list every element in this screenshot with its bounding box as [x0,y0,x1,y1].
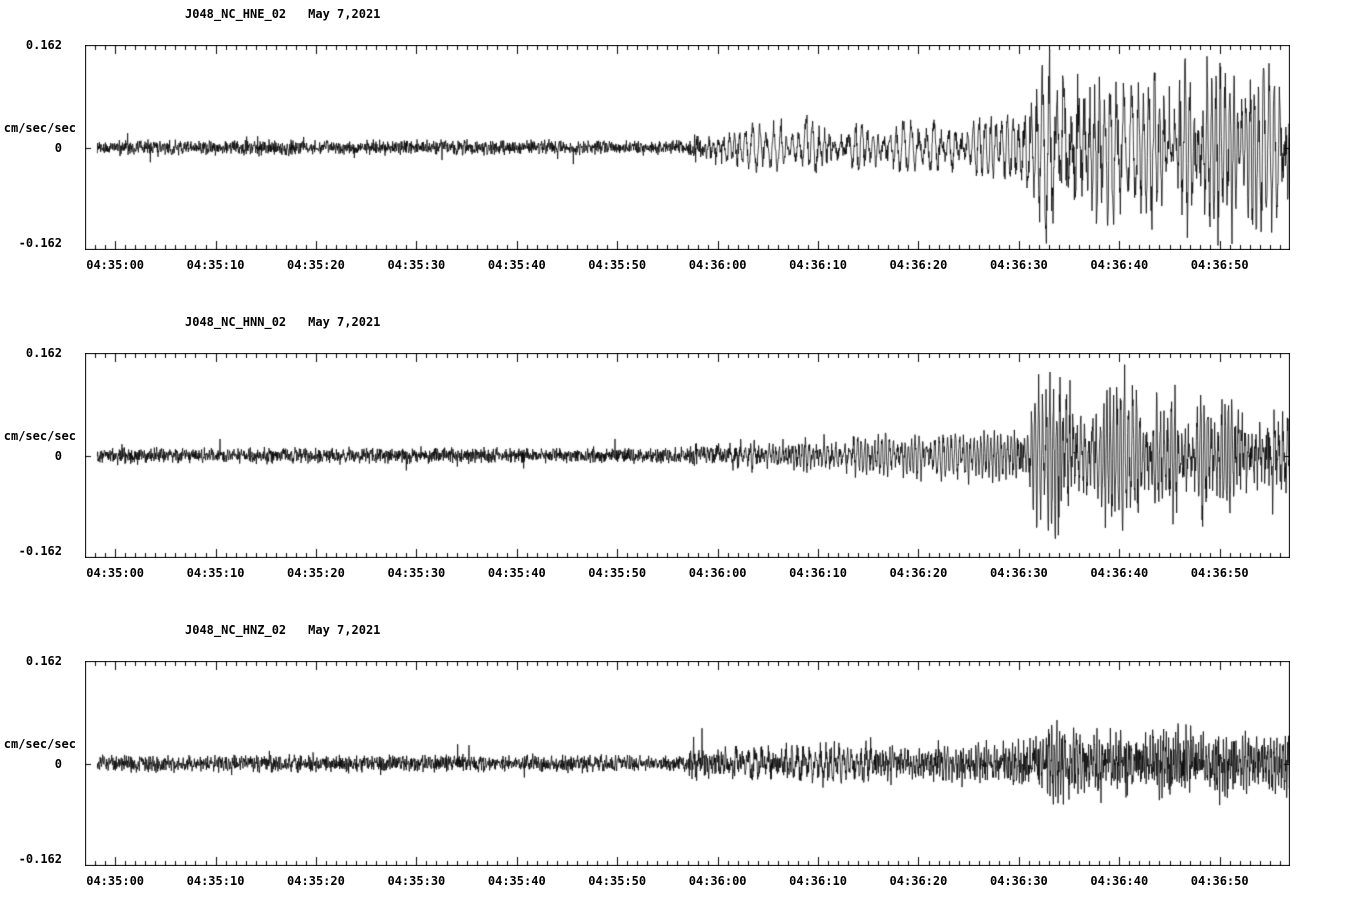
y-tick-min-label: -0.162 [18,544,62,558]
x-tick-label: 04:36:20 [889,566,948,580]
x-tick-label: 04:35:50 [588,566,647,580]
chart-title-date: May 7,2021 [308,623,381,637]
y-axis-label: cm/sec/sec [3,121,76,135]
x-tick-label: 04:35:30 [387,566,446,580]
x-tick-label: 04:36:20 [889,874,948,888]
y-axis-label: cm/sec/sec [3,737,76,751]
x-tick-label: 04:35:10 [186,258,245,272]
x-tick-label: 04:36:10 [789,258,847,272]
y-axis-label: cm/sec/sec [3,429,76,443]
chart-title: J048_NC_HNN_02 May 7,2021 [185,315,380,329]
x-tick-label: 04:35:10 [186,874,245,888]
x-tick-label: 04:36:00 [688,258,747,272]
chart-title-date: May 7,2021 [308,7,381,21]
seismogram-chart: J048_NC_HNN_02 May 7,2021 0.162 cm/sec/se… [0,315,1358,615]
x-tick-label: 04:36:20 [889,258,948,272]
y-tick-zero-label: 0 [54,141,62,155]
waveform-plot [85,353,1290,558]
x-tick-label: 04:36:10 [789,566,847,580]
x-tick-label: 04:36:30 [989,874,1048,888]
y-tick-max-label: 0.162 [25,38,62,52]
y-tick-max-label: 0.162 [25,654,62,668]
x-tick-label: 04:35:00 [86,258,145,272]
y-tick-zero-label: 0 [54,449,62,463]
x-tick-labels: 04:35:00 04:35:10 04:35:20 04:35:30 04:35:40… [0,258,1358,274]
chart-title: J048_NC_HNZ_02 May 7,2021 [185,623,380,637]
x-tick-label: 04:36:00 [688,566,747,580]
x-tick-labels: 04:35:00 04:35:10 04:35:20 04:35:30 04:35:40… [0,566,1358,582]
x-tick-label: 04:36:50 [1190,566,1249,580]
x-tick-label: 04:35:40 [487,258,546,272]
x-tick-label: 04:35:00 [86,874,145,888]
x-tick-label: 04:36:00 [688,874,747,888]
waveform-plot [85,661,1290,866]
x-tick-label: 04:35:40 [487,874,546,888]
y-tick-min-label: -0.162 [18,852,62,866]
chart-title-station-channel: J048_NC_HNN_02 [185,315,287,329]
chart-title-date: May 7,2021 [308,315,381,329]
x-tick-label: 04:36:40 [1090,874,1149,888]
x-tick-label: 04:36:50 [1190,874,1249,888]
x-tick-label: 04:35:50 [588,258,647,272]
waveform-plot [85,45,1290,250]
x-tick-label: 04:35:30 [387,874,446,888]
x-tick-label: 04:36:40 [1090,258,1149,272]
seismogram-chart: J048_NC_HNZ_02 May 7,2021 0.162 cm/sec/se… [0,623,1358,923]
x-tick-label: 04:36:30 [989,566,1048,580]
x-tick-label: 04:35:50 [588,874,647,888]
x-tick-label: 04:35:10 [186,566,245,580]
chart-title-station-channel: J048_NC_HNE_02 [185,7,287,21]
x-tick-label: 04:35:00 [86,566,145,580]
y-tick-min-label: -0.162 [18,236,62,250]
y-tick-zero-label: 0 [54,757,62,771]
chart-title: J048_NC_HNE_02 May 7,2021 [185,7,380,21]
x-tick-label: 04:36:10 [789,874,847,888]
x-tick-label: 04:35:20 [287,874,345,888]
chart-title-station-channel: J048_NC_HNZ_02 [185,623,287,637]
x-tick-label: 04:36:50 [1190,258,1249,272]
x-tick-label: 04:35:20 [287,566,345,580]
x-tick-label: 04:35:40 [487,566,546,580]
x-tick-label: 04:35:20 [287,258,345,272]
x-tick-labels: 04:35:00 04:35:10 04:35:20 04:35:30 04:35:40… [0,874,1358,890]
x-tick-label: 04:36:40 [1090,566,1149,580]
x-tick-label: 04:36:30 [989,258,1048,272]
x-tick-label: 04:35:30 [387,258,446,272]
y-tick-max-label: 0.162 [25,346,62,360]
seismogram-chart: J048_NC_HNE_02 May 7,2021 0.162 cm/sec/se… [0,7,1358,307]
